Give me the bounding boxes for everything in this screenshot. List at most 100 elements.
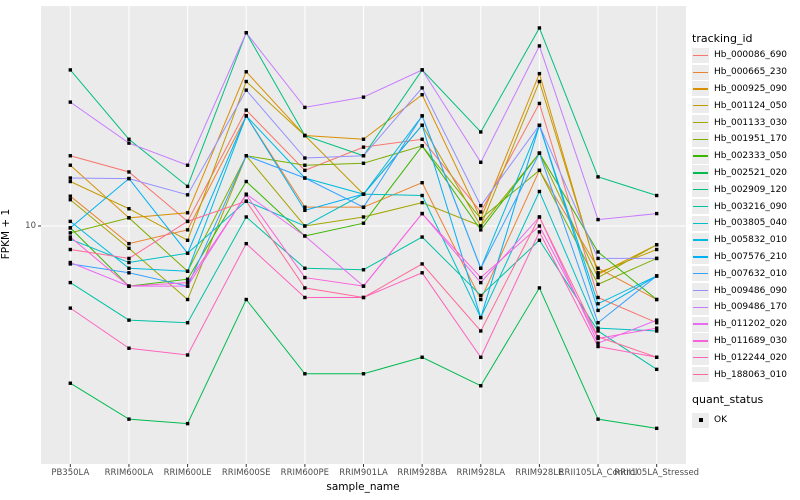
data-point — [127, 346, 131, 350]
data-point — [244, 297, 248, 302]
data-point — [654, 243, 659, 247]
data-point — [244, 215, 248, 219]
legend-entry-label: Hb_005832_010 — [714, 235, 788, 246]
data-point — [185, 238, 190, 242]
data-point — [127, 318, 131, 322]
legend-key-icon — [692, 98, 709, 114]
data-point — [479, 210, 483, 214]
data-point — [303, 275, 307, 280]
legend-key-icon — [692, 350, 709, 366]
data-point — [654, 367, 659, 372]
data-point — [479, 329, 483, 333]
legend-entry: Hb_188063_010 — [692, 366, 787, 383]
x-axis-title: sample_name — [326, 481, 400, 493]
legend-entry-label: Hb_003216_090 — [714, 201, 788, 212]
data-point — [68, 247, 73, 252]
data-point — [479, 355, 483, 359]
legend-entry-label: Hb_003805_040 — [714, 218, 788, 229]
data-point — [479, 297, 483, 302]
data-point — [127, 176, 131, 181]
data-point — [68, 163, 73, 167]
legend-key-icon — [692, 316, 709, 332]
data-point — [244, 154, 248, 158]
data-point — [596, 417, 600, 421]
data-point — [420, 200, 424, 205]
data-point — [596, 302, 600, 306]
legend-entry: Hb_003805_040 — [692, 215, 787, 232]
legend-key-icon — [692, 148, 709, 164]
data-point — [303, 266, 307, 270]
data-point — [185, 163, 190, 167]
legend-entry-label: Hb_007632_010 — [714, 268, 788, 279]
data-point — [185, 321, 190, 325]
data-point — [303, 208, 307, 213]
legend-entry-quant-ok: OK — [692, 412, 727, 429]
data-point — [303, 105, 307, 110]
legend-entry-label: Hb_011689_030 — [714, 335, 788, 346]
x-tick-label: RRIM901LA — [339, 468, 388, 478]
data-point — [420, 193, 424, 198]
legend-entry-label: Hb_011202_020 — [714, 319, 788, 330]
data-point — [185, 269, 190, 273]
data-point — [68, 237, 73, 241]
data-point — [479, 160, 483, 164]
data-point — [244, 108, 248, 112]
x-tick-label: RRIM600SE — [221, 468, 271, 478]
data-point — [596, 271, 600, 275]
quant-ok-key-icon — [692, 412, 709, 428]
data-point — [303, 168, 307, 173]
data-point — [596, 308, 600, 313]
x-tick-label: RRIM928LE — [515, 468, 564, 478]
legend-entry-label: Hb_002909_120 — [714, 184, 788, 195]
data-point — [537, 168, 542, 173]
data-point — [596, 335, 600, 339]
legend-entry: Hb_005832_010 — [692, 232, 787, 249]
data-point — [303, 176, 307, 180]
data-point — [420, 137, 424, 141]
data-point — [537, 224, 542, 228]
data-point — [68, 260, 73, 265]
data-point — [68, 306, 73, 310]
data-point — [654, 321, 659, 325]
data-point — [185, 219, 190, 224]
data-point — [127, 417, 131, 421]
data-point — [420, 114, 424, 118]
data-point — [185, 228, 190, 232]
legend-entry: Hb_002909_120 — [692, 181, 787, 198]
data-point — [68, 100, 73, 104]
data-point — [537, 26, 542, 30]
legend-entry-label: Hb_001951_170 — [714, 134, 788, 145]
legend-entry-label: Hb_000086_690 — [714, 50, 788, 61]
data-point — [596, 217, 600, 222]
data-point — [361, 205, 366, 209]
legend-key-icon — [692, 367, 709, 383]
legend-entry: Hb_007632_010 — [692, 265, 787, 282]
data-point — [479, 266, 483, 270]
data-point — [537, 230, 542, 234]
data-point — [537, 151, 542, 155]
data-point — [303, 133, 307, 138]
data-point — [244, 193, 248, 197]
data-point — [654, 247, 659, 252]
data-point — [479, 203, 483, 208]
data-point — [127, 260, 131, 265]
data-point — [68, 381, 73, 385]
legend-title-quant-status: quant_status — [692, 393, 764, 406]
data-point — [127, 241, 131, 246]
legend-entry-label: Hb_188063_010 — [714, 369, 788, 380]
data-point — [420, 262, 424, 266]
data-point — [479, 384, 483, 388]
legend-key-icon — [692, 283, 709, 299]
legend-entry: Hb_001124_050 — [692, 97, 787, 114]
legend-key-icon — [692, 64, 709, 80]
x-tick-label: RRIM600LA — [104, 468, 154, 478]
legend-entry-label: Hb_009486_170 — [714, 302, 788, 313]
data-point — [361, 145, 366, 149]
data-point — [420, 123, 424, 127]
legend-key-icon — [692, 215, 709, 231]
data-point — [361, 154, 366, 158]
data-point — [244, 114, 248, 118]
data-point — [361, 221, 366, 225]
data-point — [185, 284, 190, 288]
